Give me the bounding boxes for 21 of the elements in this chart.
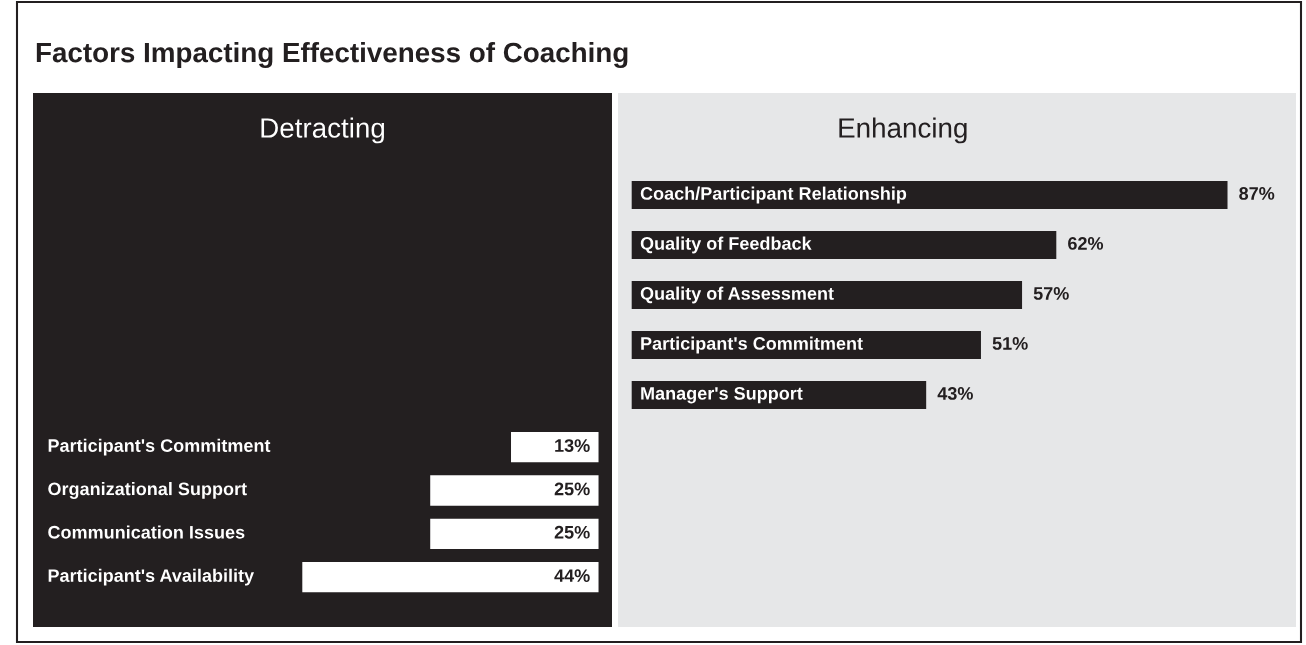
category-label: Communication Issues (48, 525, 245, 539)
data-label: 25% (554, 525, 590, 539)
data-label: 51% (992, 337, 1028, 350)
data-label: 13% (555, 439, 590, 452)
chart-title: Detracting (261, 117, 385, 144)
category-label: Participant's Commitment (641, 336, 863, 354)
data-label: 43% (937, 387, 973, 400)
category-label: Organizational Support (48, 482, 247, 499)
data-label: 25% (554, 482, 590, 496)
chart-title: Enhancing (839, 117, 967, 144)
data-label: 44% (554, 569, 590, 582)
category-label: Participant's Commitment (48, 438, 271, 456)
category-label: Manager's Support (641, 386, 803, 404)
category-label: Participant's Availability (48, 568, 255, 586)
data-label: 62% (1068, 237, 1104, 250)
data-label: 57% (1033, 287, 1069, 300)
data-label: 87% (1239, 187, 1275, 200)
category-label: Quality of Feedback (640, 236, 812, 254)
text: Factors Impacting Effectiveness of Coaching (36, 41, 628, 69)
category-label: Quality of Assessment (640, 286, 834, 304)
category-label: Coach/Participant Relationship (640, 186, 907, 204)
